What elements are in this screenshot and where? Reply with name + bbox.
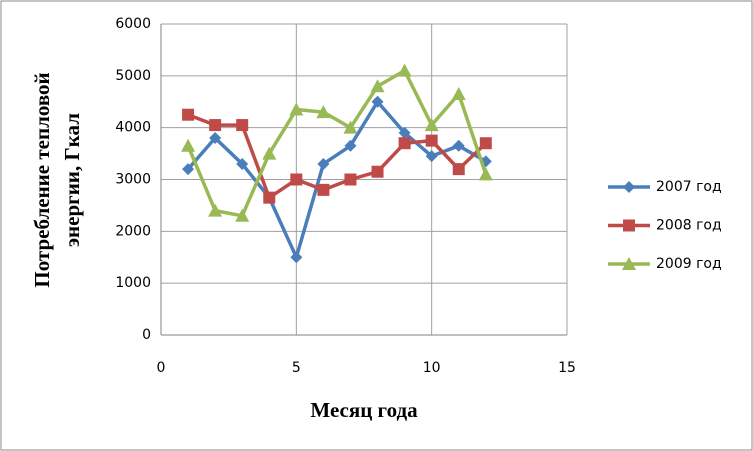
marker: [478, 167, 493, 181]
marker: [371, 95, 384, 108]
marker: [182, 163, 195, 176]
y-tick-label: 0: [142, 327, 151, 343]
marker: [209, 132, 222, 145]
marker: [371, 165, 384, 178]
marker: [623, 219, 635, 232]
y-tick-label: 3000: [115, 172, 151, 188]
marker: [452, 139, 465, 152]
y-tick-label: 5000: [115, 68, 151, 84]
marker: [262, 146, 277, 160]
x-axis-label: Месяц года: [310, 398, 418, 422]
legend-label: 2007 год: [656, 179, 722, 195]
x-tick-label: 5: [292, 360, 301, 376]
marker: [181, 138, 196, 152]
marker: [623, 181, 635, 193]
marker: [370, 79, 385, 93]
marker: [235, 208, 250, 222]
y-axis-label: энергии, Гкал: [60, 113, 84, 247]
y-tick-label: 1000: [115, 275, 151, 291]
marker: [290, 251, 303, 264]
marker: [425, 134, 438, 147]
marker: [316, 105, 331, 119]
marker: [451, 86, 466, 100]
marker: [398, 137, 411, 150]
marker: [397, 63, 412, 77]
marker: [398, 126, 411, 139]
marker: [317, 183, 330, 196]
y-tick-label: 6000: [115, 16, 151, 32]
y-tick-label: 4000: [115, 120, 151, 136]
marker: [236, 119, 249, 132]
series-line: [186, 68, 488, 218]
marker: [343, 120, 358, 134]
series-line: [186, 100, 487, 259]
marker: [236, 157, 249, 170]
x-tick-label: 10: [423, 360, 441, 376]
marker: [344, 139, 357, 152]
marker: [344, 173, 357, 186]
legend-label: 2009 год: [656, 256, 722, 272]
marker: [289, 102, 304, 116]
marker: [425, 150, 438, 163]
marker: [317, 157, 330, 170]
marker: [263, 191, 276, 204]
legend-label: 2008 год: [656, 218, 722, 234]
marker: [209, 119, 222, 132]
marker: [290, 173, 303, 186]
marker: [208, 203, 223, 217]
marker: [622, 257, 636, 270]
marker: [452, 163, 465, 176]
marker: [424, 118, 439, 132]
x-tick-label: 15: [558, 360, 576, 376]
marker: [479, 137, 492, 150]
marker: [182, 108, 195, 121]
y-axis-label: Потребление тепловой: [30, 72, 54, 287]
x-tick-label: 0: [157, 360, 166, 376]
y-tick-label: 2000: [115, 223, 151, 239]
